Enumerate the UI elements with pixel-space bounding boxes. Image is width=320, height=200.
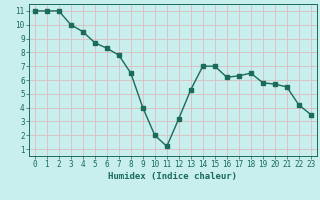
- X-axis label: Humidex (Indice chaleur): Humidex (Indice chaleur): [108, 172, 237, 181]
